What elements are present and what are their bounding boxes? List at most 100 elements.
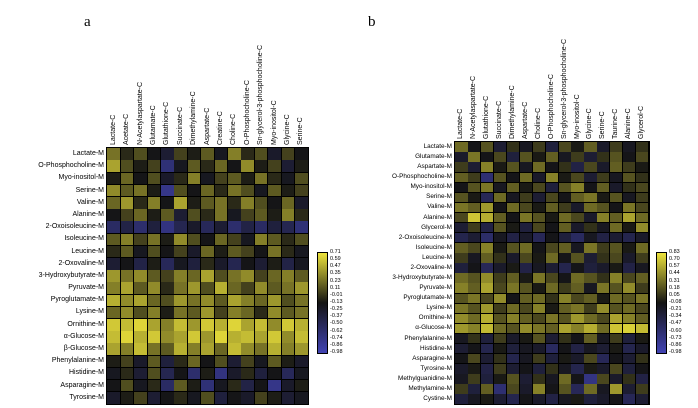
heatmap-cell: [635, 152, 649, 162]
heatmap-cell: [519, 273, 533, 283]
heatmap-cell: [468, 243, 481, 253]
heatmap-cell: [201, 172, 214, 185]
heatmap-cell: [532, 222, 545, 233]
heatmap-cell: [147, 331, 161, 343]
heatmap-cell: [506, 293, 520, 303]
heatmap-cell: [610, 142, 623, 152]
heatmap-cell: [294, 148, 308, 160]
heatmap-cell: [254, 282, 268, 294]
heatmap-cell: [214, 318, 228, 331]
heatmap-cell: [545, 243, 558, 253]
heatmap-cell: [107, 172, 121, 185]
heatmap-cell: [120, 245, 134, 258]
heatmap-cell: [468, 212, 481, 223]
heatmap-cell: [241, 331, 255, 343]
heatmap-cell: [571, 192, 584, 203]
heatmap-cell: [455, 283, 468, 293]
heatmap-cell: [545, 142, 558, 152]
heatmap-cell: [558, 343, 571, 354]
heatmap-cell: [281, 343, 295, 355]
heatmap-cell: [558, 394, 571, 404]
heatmap-cell: [107, 160, 121, 173]
heatmap-cell: [214, 355, 228, 368]
heatmap-cell: [584, 243, 597, 253]
heatmap-cell: [174, 233, 188, 246]
heatmap-cell: [227, 282, 241, 294]
heatmap-cell: [558, 152, 571, 162]
heatmap-cell: [532, 192, 545, 203]
heatmap-cell: [506, 202, 520, 213]
heatmap-cell: [623, 253, 636, 263]
heatmap-cell: [134, 245, 147, 258]
heatmap-cell: [532, 263, 545, 273]
heatmap-cell: [610, 162, 623, 172]
row-label: Ornithine-M: [418, 314, 452, 322]
heatmap-cell: [227, 221, 241, 234]
heatmap-cell: [254, 392, 268, 404]
row-label: α-Glucose-M: [415, 324, 452, 332]
heatmap-cell: [174, 343, 188, 355]
heatmap-cell: [584, 343, 597, 354]
heatmap-cell: [623, 283, 636, 293]
heatmap-cell: [281, 172, 295, 185]
heatmap-cell: [160, 258, 174, 270]
heatmap-cell: [455, 303, 468, 314]
panel-b-label: b: [368, 14, 376, 30]
heatmap-cell: [294, 172, 308, 185]
heatmap-cell: [623, 394, 636, 404]
heatmap-cell: [214, 343, 228, 355]
heatmap-cell: [597, 243, 610, 253]
colorbar-tick-label: 0.71: [330, 249, 341, 255]
heatmap-cell: [506, 263, 520, 273]
heatmap-cell: [107, 294, 121, 307]
heatmap-cell: [160, 197, 174, 209]
heatmap-cell: [214, 172, 228, 185]
heatmap-cell: [268, 184, 281, 197]
heatmap-cell: [160, 343, 174, 355]
heatmap-cell: [506, 152, 520, 162]
row-label: Phenylalanine-M: [51, 357, 104, 365]
heatmap-cell: [147, 306, 161, 319]
heatmap-cell: [481, 283, 494, 293]
heatmap-cell: [597, 142, 610, 152]
heatmap-cell: [107, 392, 121, 404]
heatmap-cell: [519, 293, 533, 303]
heatmap-cell: [268, 294, 281, 307]
heatmap-cell: [532, 142, 545, 152]
heatmap-cell: [455, 172, 468, 182]
heatmap-cell: [134, 355, 147, 368]
heatmap-cell: [201, 331, 214, 343]
row-label: Pyruvate-M: [68, 284, 104, 292]
heatmap-cell: [597, 374, 610, 384]
heatmap-cell: [635, 343, 649, 354]
heatmap-cell: [187, 197, 201, 209]
heatmap-cell: [623, 374, 636, 384]
heatmap-cell: [597, 233, 610, 243]
heatmap-cell: [584, 222, 597, 233]
heatmap-cell: [134, 258, 147, 270]
heatmap-cell: [294, 355, 308, 368]
heatmap-cell: [610, 394, 623, 404]
heatmap-cell: [268, 343, 281, 355]
heatmap-cell: [494, 353, 507, 364]
heatmap-cell: [558, 233, 571, 243]
heatmap-cell: [519, 192, 533, 203]
heatmap-cell: [468, 192, 481, 203]
heatmap-cell: [281, 331, 295, 343]
heatmap-cell: [281, 209, 295, 221]
heatmap-cell: [623, 353, 636, 364]
heatmap-cell: [160, 282, 174, 294]
heatmap-cell: [571, 152, 584, 162]
heatmap-cell: [227, 197, 241, 209]
heatmap-cell: [584, 374, 597, 384]
heatmap-cell: [268, 355, 281, 368]
heatmap-cell: [227, 270, 241, 282]
heatmap-cell: [174, 160, 188, 173]
heatmap-cell: [214, 197, 228, 209]
heatmap-cell: [241, 197, 255, 209]
heatmap-cell: [519, 283, 533, 293]
heatmap-cell: [584, 364, 597, 374]
heatmap-cell: [174, 221, 188, 234]
heatmap-cell: [455, 192, 468, 203]
heatmap-cell: [147, 197, 161, 209]
